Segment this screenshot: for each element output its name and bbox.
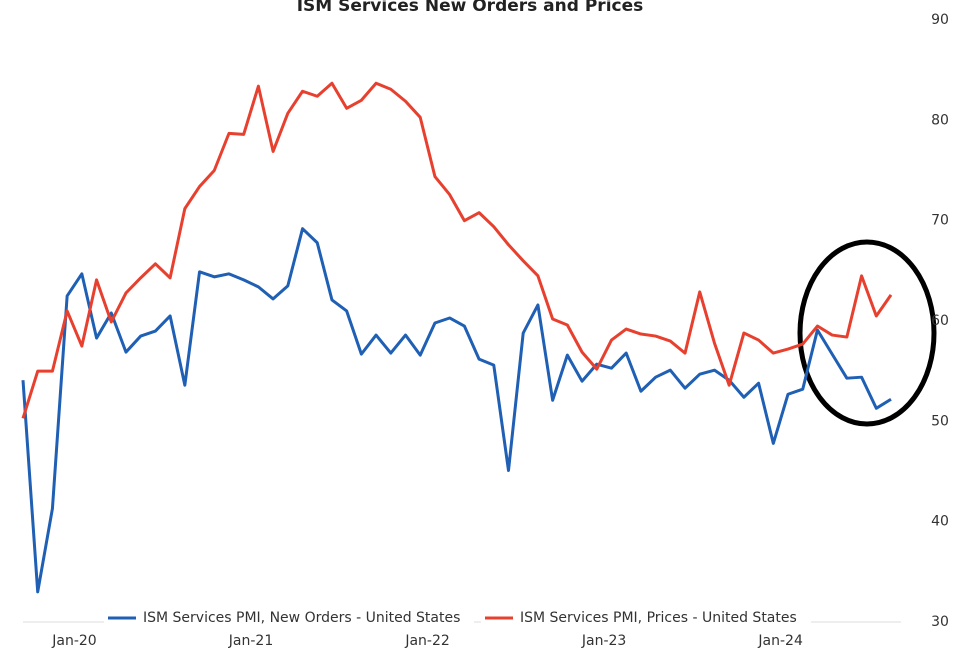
y-tick-label: 40 bbox=[931, 514, 949, 530]
x-tick-label: Jan-21 bbox=[228, 633, 273, 649]
y-tick-label: 30 bbox=[931, 614, 949, 630]
highlight-circle bbox=[797, 239, 937, 427]
legend-label: ISM Services PMI, Prices - United States bbox=[520, 610, 797, 626]
y-tick-label: 80 bbox=[931, 112, 949, 128]
legend-bg bbox=[104, 607, 474, 629]
x-tick-label: Jan-22 bbox=[404, 633, 449, 649]
legend-bg bbox=[481, 607, 811, 629]
x-tick-label: Jan-24 bbox=[757, 633, 803, 649]
series-line bbox=[21, 81, 893, 419]
y-tick-label: 50 bbox=[931, 413, 949, 429]
chart-title: ISM Services New Orders and Prices bbox=[297, 0, 644, 16]
x-tick-label: Jan-20 bbox=[51, 633, 96, 649]
series-line bbox=[21, 227, 892, 594]
x-tick-label: Jan-23 bbox=[581, 633, 626, 649]
legend-label: ISM Services PMI, New Orders - United St… bbox=[143, 610, 460, 626]
y-tick-label: 60 bbox=[931, 313, 949, 329]
y-tick-label: 70 bbox=[931, 213, 949, 229]
y-tick-label: 90 bbox=[931, 12, 949, 28]
